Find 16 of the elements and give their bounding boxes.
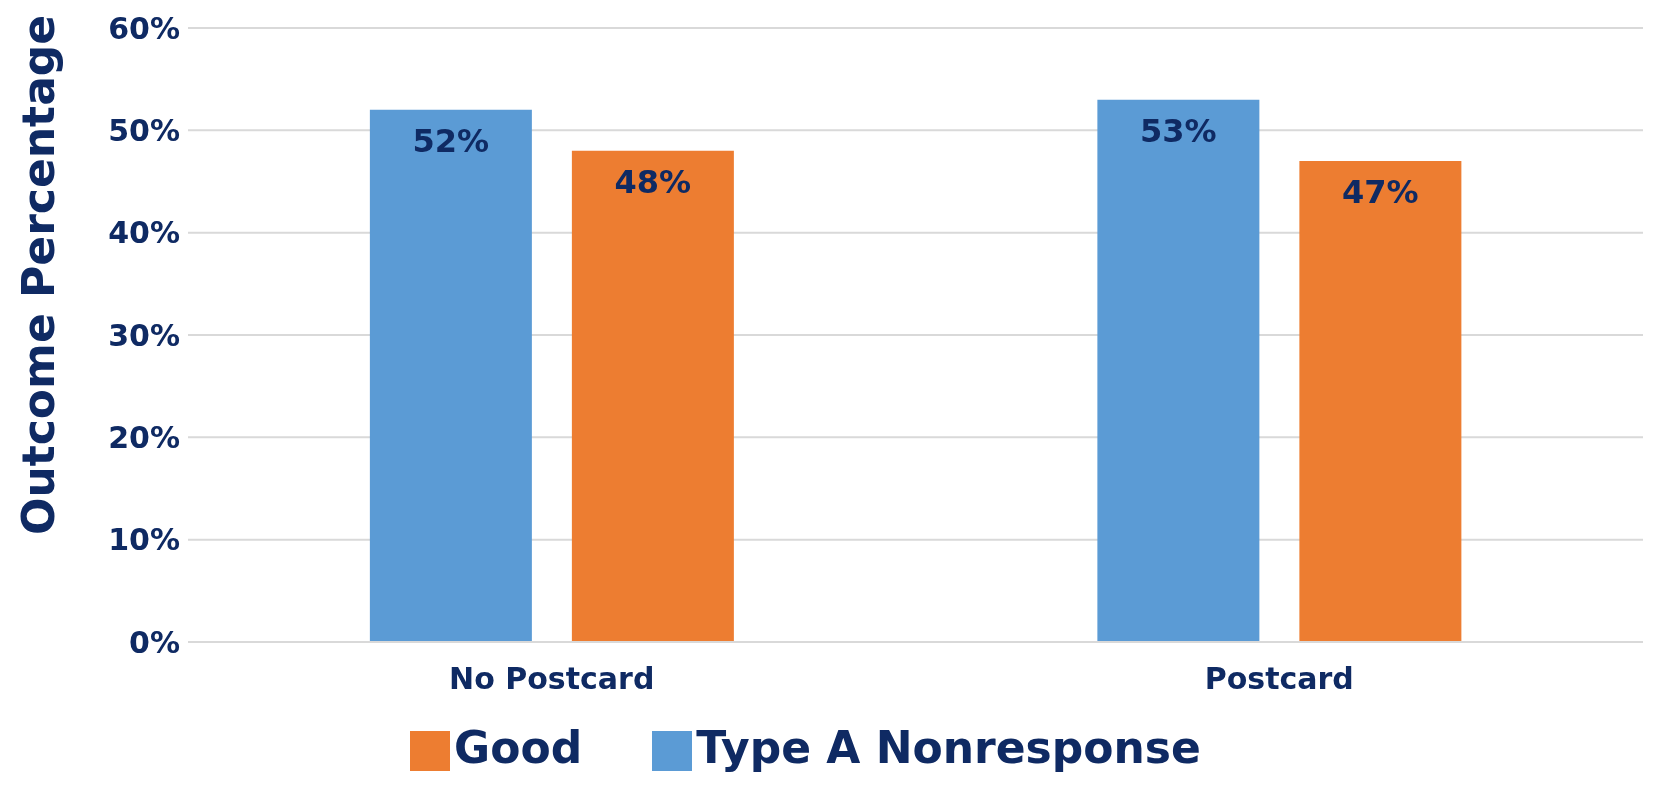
x-tick-label: No Postcard [449,661,655,697]
y-axis-title: Outcome Percentage [12,14,64,535]
legend-label: Type A Nonresponse [696,722,1201,773]
legend-label: Good [454,722,583,773]
y-tick-label: 20% [108,419,180,455]
data-label: 48% [614,162,692,201]
data-label: 47% [1342,173,1419,212]
y-tick-label: 0% [129,624,180,660]
y-tick-label: 60% [108,10,180,46]
y-tick-label: 30% [108,317,180,353]
y-tick-label: 50% [108,112,180,148]
y-tick-label: 10% [108,522,180,558]
data-label: 53% [1140,111,1217,150]
y-tick-label: 40% [108,215,180,251]
x-tick-label: Postcard [1204,661,1354,697]
data-label: 52% [412,121,490,160]
